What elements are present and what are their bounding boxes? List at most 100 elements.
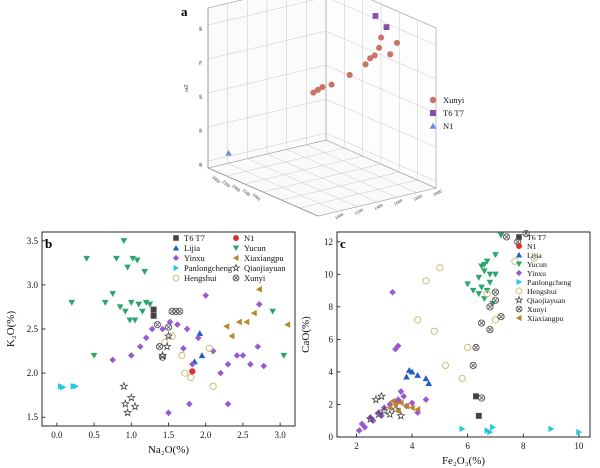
legend-marker-xiaxiangpu: [515, 314, 522, 322]
hengshui-point: [422, 277, 430, 285]
yinxu-point: [394, 396, 402, 403]
t6-t7-point: [383, 24, 390, 30]
xunyi-point: [497, 313, 505, 321]
lijia-point: [403, 373, 410, 380]
yucun-point: [116, 304, 124, 311]
yinxu-point: [217, 369, 224, 377]
yucun-point: [481, 261, 488, 268]
panel-b: 0.0 0.5 1.0 1.5 2.0 2.5 3.0 1.5 2.0 2.5 3.0 3.5 Na₂O…: [5, 231, 296, 456]
yinxu-point: [247, 360, 254, 368]
panlongcheng-point: [490, 423, 496, 431]
z-tick-label: 70: [198, 60, 203, 65]
yucun-point: [142, 299, 150, 306]
hengshui-point: [181, 369, 189, 377]
lijia-point: [408, 368, 416, 375]
yinxu-point: [186, 400, 193, 408]
hengshui-point: [436, 264, 444, 272]
legend-marker-t6-t7: [173, 235, 179, 241]
legend-marker-yinxu: [172, 254, 180, 262]
xunyi-point: [319, 84, 326, 91]
xiaxiangpu-point: [392, 401, 399, 408]
y-tick-label: 4: [329, 367, 334, 377]
xiaxiangpu-point: [389, 397, 396, 405]
hengshui-point: [458, 374, 466, 383]
y-tick-label: 12: [324, 237, 333, 247]
legend-label-qiaojiayuan: Qiaojiayuan: [527, 296, 565, 305]
yucun-point: [492, 271, 499, 278]
xunyi-point: [491, 296, 500, 304]
legend-label-t6-t7: T6 T7: [443, 108, 464, 118]
yinxu-point: [194, 334, 202, 342]
panlongcheng-point: [459, 425, 466, 433]
yucun-point: [475, 291, 483, 298]
xiaxiangpu-point: [414, 406, 421, 413]
yinxu-point: [174, 321, 181, 328]
legend-label-panlongcheng: Panlongcheng: [184, 263, 233, 273]
legend-marker-yucun: [232, 245, 240, 252]
x-tick-label: 8: [521, 441, 526, 451]
xiaxiangpu-point: [394, 407, 401, 415]
xiaxiangpu-point: [235, 318, 242, 326]
legend-marker-yucun: [515, 261, 523, 268]
yinxu-point: [180, 345, 187, 352]
legend-marker-n1: [233, 235, 239, 241]
yinxu-point: [109, 356, 116, 364]
yinxu-point: [148, 325, 156, 333]
n1-point: [189, 368, 196, 375]
front-tick-label: 1400: [373, 202, 384, 211]
y-tick-label: 10: [324, 269, 334, 279]
wall-grid-line: [207, 30, 327, 60]
xiaxiangpu-point: [223, 323, 230, 330]
x-tick-label: 2.5: [237, 430, 249, 440]
qiaojiayuan-point: [163, 331, 174, 340]
yinxu-point: [400, 393, 408, 400]
wall-grid-line: [207, 98, 327, 128]
hengshui-point: [441, 361, 450, 370]
legend-label-n1: N1: [443, 121, 453, 131]
legend-marker-xunyi: [429, 96, 437, 104]
yucun-point: [83, 255, 90, 262]
yinxu-point: [408, 399, 416, 407]
legend-marker-qiaojiayuan: [231, 263, 241, 272]
legend-label-hengshui: Hengshui: [527, 287, 558, 296]
lijia-point: [414, 371, 421, 378]
yinxu-point: [255, 301, 263, 308]
legend-marker-hengshui: [515, 287, 523, 295]
legend-label-yucun: Yucun: [527, 260, 547, 269]
xiaxiangpu-point: [403, 402, 410, 410]
legend-marker-panlongcheng: [516, 278, 523, 286]
wall-grid-line: [325, 64, 437, 114]
yucun-point: [120, 238, 128, 245]
y-tick-label: 0: [329, 432, 334, 442]
qiaojiayuan-point: [376, 391, 387, 401]
y-tick-label: 3.0: [27, 280, 39, 290]
panlongcheng-point: [487, 428, 494, 436]
yucun-point: [489, 300, 496, 307]
x-tick-label: 0.5: [88, 430, 100, 440]
qiaojiayuan-point: [162, 341, 172, 351]
yucun-point: [492, 252, 499, 259]
xunyi-point: [486, 326, 494, 334]
side-tick-label: 2500: [221, 179, 232, 189]
wall-grid-line: [207, 0, 315, 26]
yucun-point: [464, 281, 471, 288]
yucun-point: [129, 255, 137, 262]
xiaxiangpu-point: [255, 286, 262, 293]
yinxu-point: [254, 343, 262, 350]
legend-label-xunyi: Xunyi: [527, 305, 547, 314]
hengshui-point: [205, 344, 214, 353]
legend-label-yinxu: Yinxu: [527, 269, 546, 278]
qiaojiayuan-point: [365, 414, 375, 423]
xiaxiangpu-point: [284, 321, 291, 328]
x-tick-label: 1.5: [163, 430, 175, 440]
legend-label-lijia: Lijia: [184, 243, 200, 253]
yucun-point: [146, 301, 154, 308]
yucun-point: [469, 287, 477, 294]
yucun-point: [135, 301, 143, 308]
hengshui-point: [530, 254, 539, 262]
hengshui-point: [178, 351, 186, 360]
yinxu-point: [166, 318, 174, 326]
hengshui-point: [168, 332, 176, 340]
z-tick-label: 50: [198, 128, 203, 133]
xunyi-point: [172, 307, 180, 315]
